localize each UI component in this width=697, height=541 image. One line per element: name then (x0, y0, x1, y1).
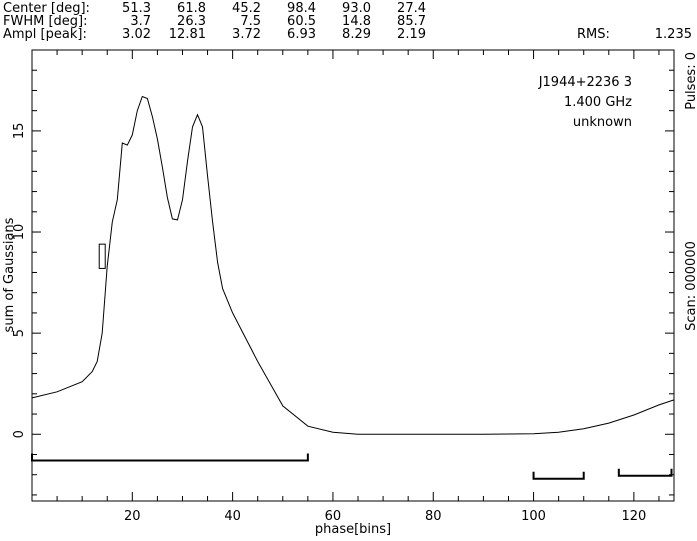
y-axis-label: sum of Gaussians (2, 217, 17, 332)
phase-range-brackets (31, 453, 673, 480)
y-tick-label: 0 (12, 430, 27, 438)
param-value: 3.72 (232, 27, 261, 42)
x-tick-label: 100 (521, 509, 546, 524)
scan-label: Scan: 000000 (684, 241, 697, 331)
y-tick-label: 5 (12, 329, 27, 337)
x-tick-label: 120 (621, 509, 646, 524)
rms-value: 1.235 (655, 27, 692, 42)
x-tick-label: 80 (425, 509, 442, 524)
param-row-label: Ampl [peak]: (3, 27, 87, 42)
x-tick-label: 60 (325, 509, 342, 524)
axis-tick-labels: 20 40 60 80 100 120 0 5 10 15 (12, 123, 646, 524)
param-value: 6.93 (287, 27, 316, 42)
param-value: 14.8 (342, 14, 371, 29)
pulses-label: Pulses: 0 (684, 52, 697, 110)
param-value: 3.7 (130, 14, 151, 29)
param-value: 7.5 (240, 14, 261, 29)
profile-curve (31, 95, 675, 435)
gaussian-params-table: Center [deg]: 51.3 61.8 45.2 98.4 93.0 27.4 FWH… (3, 1, 426, 42)
param-value: 85.7 (397, 14, 426, 29)
param-value: 27.4 (397, 1, 426, 16)
param-value: 51.3 (122, 1, 151, 16)
param-value: 2.19 (397, 27, 426, 42)
range-bracket (532, 471, 585, 480)
x-tick-label: 20 (124, 509, 141, 524)
param-value: 60.5 (287, 14, 316, 29)
param-value: 3.02 (122, 27, 151, 42)
param-value: 61.8 (177, 1, 206, 16)
source-frequency: 1.400 GHz (564, 95, 632, 110)
y-tick-label: 15 (12, 123, 27, 140)
param-value: 93.0 (342, 1, 371, 16)
range-bracket (617, 468, 673, 477)
x-tick-label: 40 (224, 509, 241, 524)
param-value: 45.2 (232, 1, 261, 16)
rms-label: RMS: (577, 27, 610, 42)
marker-boxes (98, 243, 106, 269)
param-value: 8.29 (342, 27, 371, 42)
param-row-label: FWHM [deg]: (3, 14, 87, 29)
plot-frame (31, 49, 675, 502)
axis-ticks (32, 50, 674, 501)
param-row-label: Center [deg]: (3, 1, 90, 16)
param-value: 26.3 (177, 14, 206, 29)
y-tick-label: 10 (12, 224, 27, 241)
marker-box (98, 243, 106, 269)
source-note: unknown (573, 115, 632, 130)
range-bracket (31, 453, 309, 462)
param-value: 12.81 (169, 27, 206, 42)
x-axis-label: phase[bins] (315, 522, 391, 537)
source-name: J1944+2236 3 (538, 75, 632, 90)
param-value: 98.4 (287, 1, 316, 16)
